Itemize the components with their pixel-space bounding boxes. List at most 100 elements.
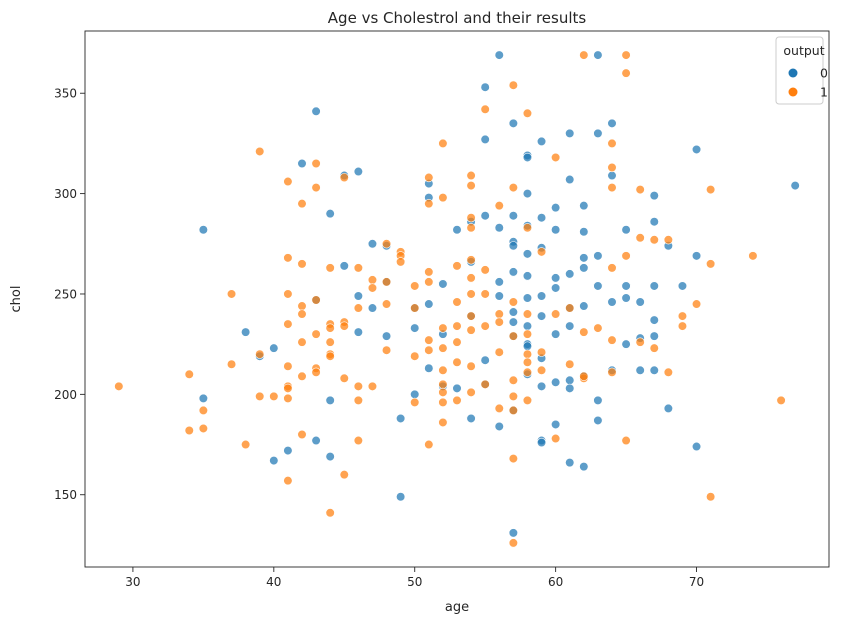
data-point-output-1: [480, 289, 490, 299]
data-point-output-1: [424, 199, 434, 209]
data-point-output-1: [522, 349, 533, 359]
data-point-output-0: [339, 261, 349, 271]
data-point-output-0: [325, 209, 335, 219]
data-point-output-0: [607, 118, 617, 128]
data-point-output-1: [381, 239, 392, 249]
data-point-output-1: [649, 343, 659, 353]
data-point-output-1: [311, 158, 321, 169]
data-point-output-0: [353, 166, 363, 177]
data-point-output-1: [607, 367, 617, 377]
data-point-output-0: [410, 323, 420, 333]
data-point-output-1: [438, 193, 448, 203]
data-point-output-0: [311, 106, 321, 116]
data-point-output-1: [536, 347, 547, 357]
data-point-output-1: [452, 321, 462, 331]
data-point-output-1: [226, 359, 237, 369]
data-point-output-1: [579, 371, 589, 381]
data-point-output-1: [508, 391, 518, 401]
data-point-output-1: [748, 251, 758, 261]
data-point-output-1: [508, 538, 518, 548]
data-point-output-0: [551, 203, 561, 213]
data-point-output-0: [508, 307, 518, 317]
data-point-output-1: [466, 255, 476, 265]
data-point-output-1: [410, 281, 420, 291]
data-point-output-1: [283, 476, 293, 486]
data-point-output-0: [593, 395, 603, 405]
data-point-output-1: [536, 365, 547, 375]
data-point-output-1: [607, 162, 617, 173]
data-point-output-0: [691, 144, 702, 155]
data-point-output-1: [635, 233, 645, 243]
data-point-output-1: [424, 335, 434, 345]
data-point-output-1: [438, 379, 448, 389]
data-point-output-0: [508, 528, 518, 538]
data-point-output-1: [410, 397, 420, 407]
data-point-output-0: [635, 365, 645, 375]
data-point-output-0: [466, 413, 476, 424]
data-point-output-0: [593, 50, 603, 60]
data-point-output-0: [452, 225, 462, 235]
data-point-output-1: [325, 323, 335, 333]
data-point-output-1: [325, 263, 335, 273]
data-point-output-0: [269, 343, 279, 353]
data-point-output-0: [198, 393, 208, 403]
data-point-output-1: [297, 429, 307, 440]
y-tick-label: 200: [54, 388, 77, 402]
data-point-output-1: [649, 235, 659, 245]
data-point-output-1: [494, 403, 504, 414]
data-point-output-1: [438, 397, 448, 407]
y-axis-ticks: 150 200 250 300 350: [54, 87, 85, 502]
data-point-output-0: [536, 381, 547, 391]
data-point-output-1: [198, 423, 208, 434]
data-point-output-1: [480, 321, 490, 331]
data-point-output-0: [438, 279, 448, 289]
data-point-output-1: [339, 172, 349, 183]
data-point-output-0: [579, 263, 589, 273]
data-point-output-0: [508, 241, 518, 251]
data-point-output-1: [198, 405, 208, 416]
x-tick-label: 40: [266, 575, 281, 589]
data-point-output-0: [565, 321, 575, 331]
plot-area-frame: [84, 30, 830, 568]
data-point-output-1: [325, 351, 335, 361]
legend-frame: [775, 36, 824, 105]
data-point-output-1: [283, 361, 293, 371]
data-point-output-1: [339, 470, 349, 480]
data-point-output-1: [325, 337, 335, 347]
data-point-output-1: [508, 182, 518, 193]
data-point-output-0: [593, 415, 603, 426]
data-point-output-1: [706, 259, 716, 269]
data-point-output-1: [438, 387, 448, 397]
data-point-output-0: [551, 273, 561, 283]
data-point-output-1: [339, 321, 349, 331]
data-point-output-0: [198, 225, 208, 235]
data-point-output-1: [593, 323, 603, 333]
data-point-output-1: [706, 184, 716, 195]
data-point-output-0: [424, 299, 434, 309]
legend-label-0: 0: [820, 66, 828, 81]
data-point-output-0: [396, 492, 406, 502]
data-point-output-0: [579, 201, 589, 211]
data-point-output-1: [269, 391, 279, 401]
data-point-output-1: [297, 371, 307, 381]
legend: output 0 1: [775, 36, 828, 105]
data-point-output-1: [424, 439, 434, 450]
data-point-output-0: [649, 281, 659, 291]
y-tick-label: 350: [54, 87, 77, 101]
data-point-output-1: [353, 381, 363, 391]
data-point-output-0: [396, 413, 406, 424]
data-point-output-1: [565, 303, 575, 313]
data-point-output-1: [551, 309, 561, 319]
data-point-output-1: [297, 301, 307, 311]
data-point-output-1: [522, 395, 533, 405]
data-point-output-1: [184, 425, 194, 436]
data-point-output-0: [522, 249, 533, 259]
data-point-output-1: [283, 253, 293, 263]
data-point-output-1: [283, 393, 293, 403]
data-point-output-1: [255, 146, 265, 157]
data-point-output-1: [663, 367, 673, 377]
data-point-output-1: [607, 263, 617, 273]
data-point-output-1: [466, 223, 476, 233]
data-point-output-0: [579, 227, 589, 237]
data-point-output-0: [649, 365, 659, 375]
